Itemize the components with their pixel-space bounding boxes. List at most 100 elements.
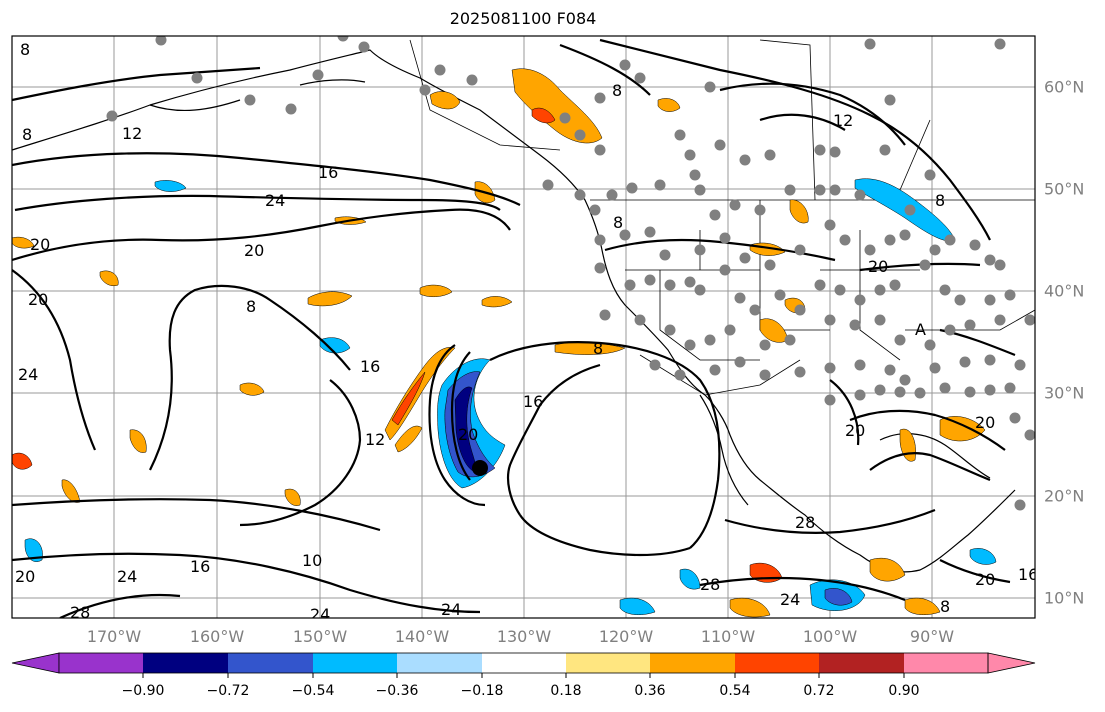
contour-label: 24 bbox=[780, 590, 800, 609]
lat-label: 40°N bbox=[1044, 281, 1085, 301]
contour-label: 8 bbox=[935, 191, 945, 210]
station-marker bbox=[824, 394, 836, 406]
station-marker bbox=[684, 149, 696, 161]
station-marker bbox=[889, 279, 901, 291]
map-title: 2025081100 F084 bbox=[449, 9, 597, 28]
station-markers bbox=[106, 36, 1035, 511]
station-marker bbox=[759, 339, 771, 351]
contour-label: 20 bbox=[244, 241, 264, 260]
contour-label: 16 bbox=[190, 557, 210, 576]
map-frame bbox=[11, 35, 1036, 619]
colorbar-segment bbox=[397, 653, 482, 673]
station-marker bbox=[466, 74, 478, 86]
station-marker bbox=[879, 144, 891, 156]
station-marker bbox=[884, 364, 896, 376]
station-marker bbox=[542, 179, 554, 191]
station-marker bbox=[689, 169, 701, 181]
station-marker bbox=[659, 249, 671, 261]
lon-label: 170°W bbox=[86, 627, 142, 646]
station-marker bbox=[704, 81, 716, 93]
station-marker bbox=[1024, 429, 1035, 441]
station-marker bbox=[814, 144, 826, 156]
contour-label: 16 bbox=[318, 163, 338, 182]
station-marker bbox=[719, 264, 731, 276]
contour-label: 20 bbox=[30, 235, 50, 254]
station-marker bbox=[864, 244, 876, 256]
station-marker bbox=[106, 110, 118, 122]
station-marker bbox=[864, 38, 876, 50]
anomaly-fills bbox=[12, 68, 997, 618]
contour-label: 24 bbox=[310, 605, 330, 624]
station-marker bbox=[814, 184, 826, 196]
contour-label: 20 bbox=[15, 567, 35, 586]
station-marker bbox=[964, 386, 976, 398]
station-marker bbox=[684, 276, 696, 288]
station-marker bbox=[739, 252, 751, 264]
contour-label: 8 bbox=[940, 597, 950, 616]
contour-label: 12 bbox=[365, 430, 385, 449]
station-marker bbox=[674, 369, 686, 381]
station-marker bbox=[794, 366, 806, 378]
station-marker bbox=[754, 204, 766, 216]
station-marker bbox=[829, 146, 841, 158]
station-marker bbox=[984, 294, 996, 306]
station-marker bbox=[984, 254, 996, 266]
station-marker bbox=[884, 234, 896, 246]
station-marker bbox=[824, 362, 836, 374]
station-marker bbox=[849, 319, 861, 331]
station-marker bbox=[994, 259, 1006, 271]
contour-label: 28 bbox=[700, 575, 720, 594]
station-marker bbox=[599, 309, 611, 321]
station-marker bbox=[729, 199, 741, 211]
station-marker bbox=[994, 314, 1006, 326]
colorbar-tick-label: −0.90 bbox=[121, 683, 165, 699]
station-marker bbox=[929, 244, 941, 256]
station-marker bbox=[191, 72, 203, 84]
station-marker bbox=[1004, 382, 1016, 394]
contour-label: 20 bbox=[28, 290, 48, 309]
station-marker bbox=[854, 389, 866, 401]
station-marker bbox=[904, 204, 916, 216]
colorbar-tick-label: −0.18 bbox=[460, 683, 504, 699]
lat-label: 60°N bbox=[1044, 77, 1085, 97]
colorbar-segment bbox=[59, 653, 143, 673]
colorbar-segment bbox=[819, 653, 904, 673]
contour-label: 24 bbox=[441, 600, 461, 619]
station-marker bbox=[626, 182, 638, 194]
station-marker bbox=[984, 384, 996, 396]
station-marker bbox=[854, 294, 866, 306]
station-marker bbox=[654, 179, 666, 191]
station-marker bbox=[784, 334, 796, 346]
colorbar-tick-label: −0.54 bbox=[291, 683, 335, 699]
colorbar-tick-label: −0.72 bbox=[206, 683, 250, 699]
station-marker bbox=[434, 64, 446, 76]
station-marker bbox=[739, 154, 751, 166]
station-marker bbox=[794, 304, 806, 316]
station-marker bbox=[854, 359, 866, 371]
contour-label: 12 bbox=[122, 124, 142, 143]
station-marker bbox=[312, 69, 324, 81]
station-marker bbox=[694, 244, 706, 256]
station-marker bbox=[874, 284, 886, 296]
station-marker bbox=[724, 324, 736, 336]
station-marker bbox=[619, 59, 631, 71]
colorbar-tick-label: −0.36 bbox=[375, 683, 419, 699]
station-marker bbox=[984, 354, 996, 366]
station-marker bbox=[914, 387, 926, 399]
station-marker bbox=[644, 274, 656, 286]
borders bbox=[409, 39, 1035, 396]
station-marker bbox=[939, 382, 951, 394]
contour-label: 24 bbox=[265, 191, 285, 210]
contours bbox=[12, 38, 1016, 618]
station-marker bbox=[939, 284, 951, 296]
station-marker bbox=[619, 229, 631, 241]
station-marker bbox=[704, 334, 716, 346]
coastlines bbox=[12, 49, 1016, 573]
colorbar bbox=[11, 652, 1036, 678]
station-marker bbox=[285, 103, 297, 115]
station-marker bbox=[734, 292, 746, 304]
station-marker bbox=[694, 184, 706, 196]
station-marker bbox=[649, 359, 661, 371]
station-marker bbox=[684, 339, 696, 351]
station-marker bbox=[824, 314, 836, 326]
